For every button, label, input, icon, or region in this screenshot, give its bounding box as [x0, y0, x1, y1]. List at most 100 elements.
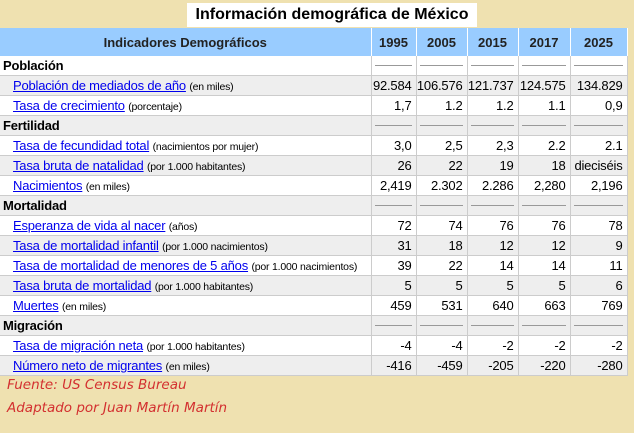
value-cell: -280 [570, 355, 628, 376]
value-cell: 14 [467, 255, 519, 276]
column-header-year: 1995 [371, 28, 417, 56]
value-cell: -220 [518, 355, 571, 376]
table-row: Nacimientos (en miles) 2,419 2.302 2.286 2,2… [0, 175, 628, 196]
section-row: Población [0, 56, 628, 76]
indicator-link[interactable]: Muertes [13, 298, 59, 313]
indicator-link[interactable]: Tasa de migración neta [13, 338, 144, 353]
indicator-link[interactable]: Tasa de fecundidad total [13, 138, 150, 153]
indicator-cell: Esperanza de vida al nacer (años) [0, 215, 372, 236]
value-cell: -416 [371, 355, 417, 376]
value-cell: -459 [416, 355, 468, 376]
unit-label: (por 1.000 nacimientos) [162, 241, 268, 253]
divider [470, 325, 514, 326]
table-row: Muertes (en miles) 459 531 640 663 769 [0, 295, 628, 316]
empty-cell [467, 115, 519, 136]
credit-note: Adaptado por Juan Martín Martín [7, 400, 228, 416]
empty-cell [518, 56, 571, 76]
empty-cell [518, 195, 571, 216]
value-cell: 12 [467, 235, 519, 256]
value-cell: 1.2 [467, 95, 519, 116]
value-cell: -4 [416, 335, 468, 356]
indicator-link[interactable]: Población de mediados de año [13, 78, 186, 93]
divider [470, 125, 514, 126]
value-cell: 9 [570, 235, 628, 256]
indicator-link[interactable]: Esperanza de vida al nacer [13, 218, 166, 233]
unit-label: (en miles) [85, 181, 130, 193]
unit-label: (por 1.000 nacimientos) [251, 261, 358, 273]
indicator-link[interactable]: Tasa bruta de natalidad [13, 158, 144, 173]
value-cell: 14 [518, 255, 571, 276]
value-cell: 2,3 [467, 135, 519, 156]
value-cell: 663 [518, 295, 571, 316]
value-cell: dieciséis [570, 155, 628, 176]
value-cell: 2,419 [371, 175, 417, 196]
value-cell: 1,7 [371, 95, 417, 116]
empty-cell [570, 195, 628, 216]
divider [521, 205, 566, 206]
column-header-year: 2015 [467, 28, 519, 56]
empty-cell [371, 115, 417, 136]
section-row: Migración [0, 315, 628, 336]
indicator-link[interactable]: Tasa de mortalidad infantil [13, 238, 159, 253]
value-cell: 12 [518, 235, 571, 256]
empty-cell [467, 195, 519, 216]
value-cell: 2.302 [416, 175, 468, 196]
divider [374, 125, 412, 126]
divider [419, 205, 463, 206]
value-cell: -2 [518, 335, 571, 356]
unit-label: (porcentaje) [128, 101, 182, 113]
value-cell: 5 [518, 275, 571, 296]
empty-cell [467, 56, 519, 76]
value-cell: 5 [467, 275, 519, 296]
value-cell: 76 [467, 215, 519, 236]
empty-cell [570, 315, 628, 336]
unit-label: (por 1.000 habitantes) [146, 341, 245, 353]
value-cell: 6 [570, 275, 628, 296]
empty-cell [570, 115, 628, 136]
unit-label: (por 1.000 habitantes) [146, 161, 246, 173]
table-row: Tasa de fecundidad total (nacimientos po… [0, 135, 628, 156]
unit-label: (por 1.000 habitantes) [154, 281, 254, 293]
unit-label: (años) [168, 221, 198, 233]
indicator-link[interactable]: Tasa de crecimiento [13, 98, 125, 113]
section-row: Mortalidad [0, 195, 628, 216]
section-label: Migración [0, 315, 372, 336]
indicator-cell: Tasa bruta de mortalidad (por 1.000 habi… [0, 275, 372, 296]
indicator-link[interactable]: Tasa bruta de mortalidad [13, 278, 152, 293]
value-cell: 19 [467, 155, 519, 176]
value-cell: 39 [371, 255, 417, 276]
empty-cell [416, 56, 468, 76]
section-row: Fertilidad [0, 115, 628, 136]
value-cell: -2 [570, 335, 628, 356]
indicator-cell: Nacimientos (en miles) [0, 175, 372, 196]
divider [521, 65, 566, 66]
source-note: Fuente: US Census Bureau [7, 377, 187, 393]
value-cell: 531 [416, 295, 468, 316]
value-cell: 106.576 [416, 75, 468, 96]
value-cell: 0,9 [570, 95, 628, 116]
indicator-link[interactable]: Número neto de migrantes [13, 358, 163, 373]
indicator-link[interactable]: Nacimientos [13, 178, 83, 193]
value-cell: 76 [518, 215, 571, 236]
divider [573, 205, 623, 206]
divider [470, 65, 514, 66]
value-cell: 78 [570, 215, 628, 236]
page-title: Información demográfica de México [187, 3, 477, 27]
table-row: Número neto de migrantes (en miles) -416-… [0, 355, 628, 376]
indicator-cell: Tasa bruta de natalidad (por 1.000 habit… [0, 155, 372, 176]
indicator-link[interactable]: Tasa de mortalidad de menores de 5 años [13, 258, 249, 273]
table-row: Esperanza de vida al nacer (años) 72 74 76 7… [0, 215, 628, 236]
value-cell: 2.1 [570, 135, 628, 156]
value-cell: 74 [416, 215, 468, 236]
table-row: Tasa de migración neta (por 1.000 habita… [0, 335, 628, 356]
column-header-indicators: Indicadores Demográficos [0, 28, 372, 56]
value-cell: 22 [416, 155, 468, 176]
empty-cell [416, 195, 468, 216]
value-cell: 31 [371, 235, 417, 256]
indicator-cell: Tasa de migración neta (por 1.000 habita… [0, 335, 372, 356]
value-cell: 26 [371, 155, 417, 176]
value-cell: 1.2 [416, 95, 468, 116]
demographics-table: Indicadores Demográficos 1995 2005 2015 … [0, 28, 628, 376]
empty-cell [518, 315, 571, 336]
value-cell: 3,0 [371, 135, 417, 156]
